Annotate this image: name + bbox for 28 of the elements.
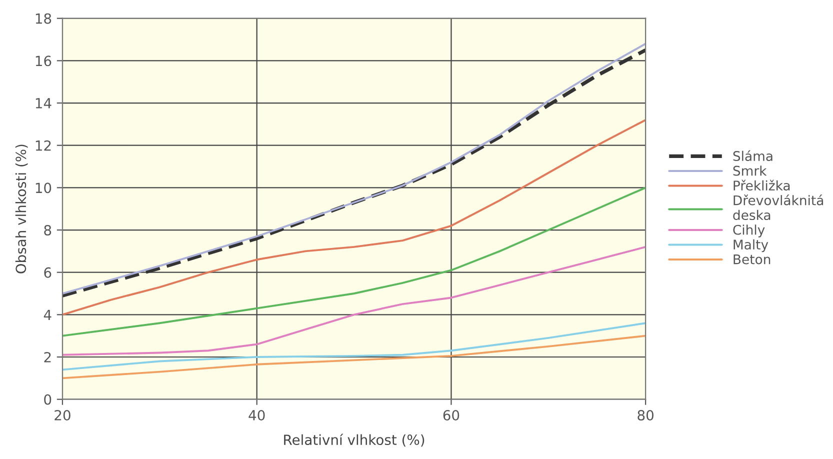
y-tick-label: 12	[36, 140, 51, 151]
legend-label: Sláma	[733, 150, 772, 162]
y-tick-label: 14	[36, 98, 52, 108]
y-axis-title: Obsah vlhkosti (%)	[15, 144, 28, 274]
legend-label: Překližka	[734, 180, 790, 191]
line-series	[62, 322, 646, 371]
x-axis-title: Relativní vlhkost (%)	[284, 434, 424, 447]
y-tick-label: 10	[36, 182, 52, 194]
y-tick-label: 2	[44, 352, 51, 362]
line-series	[62, 186, 646, 337]
legend-label: Smrk	[733, 166, 767, 176]
x-tick-label: 80	[638, 410, 654, 420]
line-series	[62, 334, 646, 380]
legend-label: Malty	[734, 239, 768, 252]
line-series	[62, 246, 646, 356]
x-tick-label: 60	[443, 410, 460, 420]
legend-label: Dřevovláknitá deska	[733, 194, 824, 220]
y-tick-label: 4	[44, 310, 52, 320]
x-tick-label: 20	[54, 410, 70, 420]
x-tick-label: 40	[248, 410, 265, 420]
line-series	[62, 118, 646, 316]
y-tick-label: 0	[44, 394, 52, 405]
legend-label: Beton	[734, 254, 770, 264]
y-tick-label: 6	[44, 267, 52, 278]
y-tick-label: 8	[44, 224, 52, 236]
y-tick-label: 16	[36, 56, 52, 66]
y-tick-label: 18	[36, 13, 52, 24]
legend-label: Cihly	[733, 224, 765, 238]
